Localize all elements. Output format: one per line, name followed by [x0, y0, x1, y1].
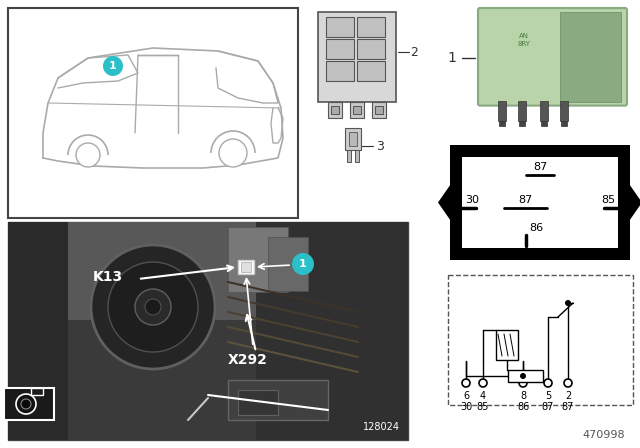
Bar	[256, 222, 408, 440]
Bar	[357, 39, 385, 59]
Circle shape	[108, 262, 198, 352]
Bar	[350, 102, 364, 118]
Text: X292: X292	[228, 353, 268, 367]
Bar	[372, 102, 386, 118]
Bar	[228, 227, 288, 293]
Circle shape	[219, 139, 247, 167]
Text: 30: 30	[460, 402, 472, 412]
Text: 5: 5	[545, 391, 551, 401]
Circle shape	[145, 299, 161, 315]
Circle shape	[519, 379, 527, 387]
Bar	[541, 121, 547, 126]
Bar	[326, 39, 354, 59]
Bar	[345, 128, 361, 150]
Bar	[560, 12, 621, 102]
Bar	[268, 237, 308, 292]
Bar	[241, 262, 251, 272]
Circle shape	[103, 56, 123, 76]
Bar	[540, 101, 548, 121]
Bar	[318, 12, 396, 102]
Text: 30: 30	[465, 195, 479, 205]
FancyBboxPatch shape	[478, 8, 627, 106]
Bar	[349, 132, 357, 146]
Bar	[508, 370, 543, 382]
Bar	[31, 388, 43, 395]
Text: 87: 87	[533, 162, 547, 172]
Bar	[560, 101, 568, 121]
Bar	[238, 390, 278, 415]
Text: 8: 8	[520, 391, 526, 401]
Circle shape	[479, 379, 487, 387]
Text: 1: 1	[447, 51, 456, 65]
Bar	[347, 150, 351, 162]
Circle shape	[292, 253, 314, 275]
Text: 1: 1	[109, 61, 117, 71]
Text: 128024: 128024	[363, 422, 400, 432]
Polygon shape	[438, 185, 450, 220]
Bar	[331, 106, 339, 114]
Bar	[8, 222, 408, 320]
Text: 87: 87	[518, 195, 532, 205]
Circle shape	[76, 143, 100, 167]
Circle shape	[21, 399, 31, 409]
Circle shape	[544, 379, 552, 387]
Bar	[228, 380, 328, 420]
Bar	[375, 106, 383, 114]
Bar	[357, 61, 385, 81]
Bar	[448, 275, 633, 405]
Circle shape	[16, 394, 36, 414]
Bar	[328, 102, 342, 118]
Text: 470998: 470998	[582, 430, 625, 440]
Text: 3: 3	[376, 139, 384, 152]
Bar	[8, 8, 298, 218]
Bar	[561, 121, 567, 126]
Bar	[518, 101, 526, 121]
Bar	[499, 121, 505, 126]
Bar	[519, 121, 525, 126]
Circle shape	[135, 289, 171, 325]
Bar	[4, 388, 54, 420]
Circle shape	[565, 300, 571, 306]
Text: 87: 87	[562, 402, 574, 412]
Text: 87: 87	[542, 402, 554, 412]
Text: 6: 6	[463, 391, 469, 401]
Circle shape	[564, 379, 572, 387]
Text: AN
8RY: AN 8RY	[517, 34, 530, 47]
Text: 2: 2	[565, 391, 571, 401]
Text: 86: 86	[517, 402, 529, 412]
Text: 4: 4	[480, 391, 486, 401]
Bar	[238, 260, 254, 274]
Bar	[353, 106, 361, 114]
Bar	[496, 330, 518, 360]
Text: 85: 85	[477, 402, 489, 412]
Text: 2: 2	[410, 46, 418, 59]
Circle shape	[520, 373, 526, 379]
Text: 86: 86	[529, 223, 543, 233]
Circle shape	[462, 379, 470, 387]
Bar	[450, 145, 630, 260]
Bar	[357, 17, 385, 37]
Polygon shape	[630, 185, 640, 220]
Bar	[498, 101, 506, 121]
Text: K13: K13	[93, 270, 123, 284]
Circle shape	[91, 245, 215, 369]
Bar	[355, 150, 359, 162]
Bar	[326, 17, 354, 37]
Bar	[462, 157, 618, 248]
Text: 1: 1	[299, 259, 307, 269]
Bar	[8, 222, 408, 440]
Bar	[8, 222, 68, 440]
Text: 85: 85	[601, 195, 615, 205]
Bar	[326, 61, 354, 81]
